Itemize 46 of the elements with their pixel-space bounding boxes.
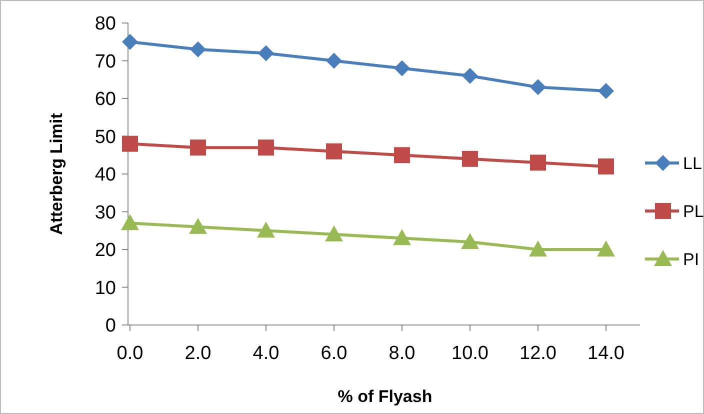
point: [190, 41, 206, 58]
y-tick-label: 40: [94, 164, 116, 186]
point: [529, 240, 547, 256]
y-tick-label: 20: [94, 240, 116, 262]
point: [190, 140, 206, 156]
point: [394, 60, 410, 76]
point: [122, 34, 138, 50]
x-tick-label: 10.0: [452, 343, 488, 364]
y-tick-label: 70: [94, 51, 116, 72]
point: [122, 136, 138, 152]
point: [530, 79, 546, 96]
point: [258, 140, 274, 156]
y-tick-label: 30: [94, 202, 116, 224]
y-tick-label: 10: [94, 278, 116, 299]
x-axis-title: % of Flyash: [338, 387, 432, 406]
x-tick-label: 6.0: [320, 343, 348, 364]
x-tick-label: 8.0: [388, 343, 416, 364]
point: [598, 158, 614, 174]
x-tick-label: 2.0: [184, 343, 212, 364]
point: [394, 147, 410, 164]
point: [258, 45, 274, 62]
point: [598, 82, 614, 99]
x-tick-label: 4.0: [252, 343, 280, 364]
point: [597, 240, 615, 256]
y-tick-label: 80: [94, 14, 116, 35]
legend-label: PI: [683, 250, 700, 269]
point: [462, 68, 478, 84]
point: [393, 229, 411, 246]
point: [325, 225, 343, 242]
point: [462, 150, 478, 167]
legend-label: LL: [683, 154, 702, 173]
y-axis-title: Atterberg Limit: [47, 112, 66, 235]
point: [189, 218, 207, 234]
point: [461, 232, 479, 249]
x-tick-label: 12.0: [520, 343, 556, 364]
y-tick-label: 60: [94, 89, 116, 110]
point: [530, 154, 546, 171]
point: [326, 143, 342, 160]
y-tick-label: 50: [94, 126, 116, 148]
point: [257, 222, 275, 238]
point: [121, 214, 139, 230]
point: [326, 52, 342, 69]
x-tick-label: 14.0: [588, 343, 624, 364]
y-tick-label: 0: [105, 316, 116, 337]
x-tick-label: 0.0: [116, 343, 144, 364]
legend-label: PL: [683, 202, 704, 221]
